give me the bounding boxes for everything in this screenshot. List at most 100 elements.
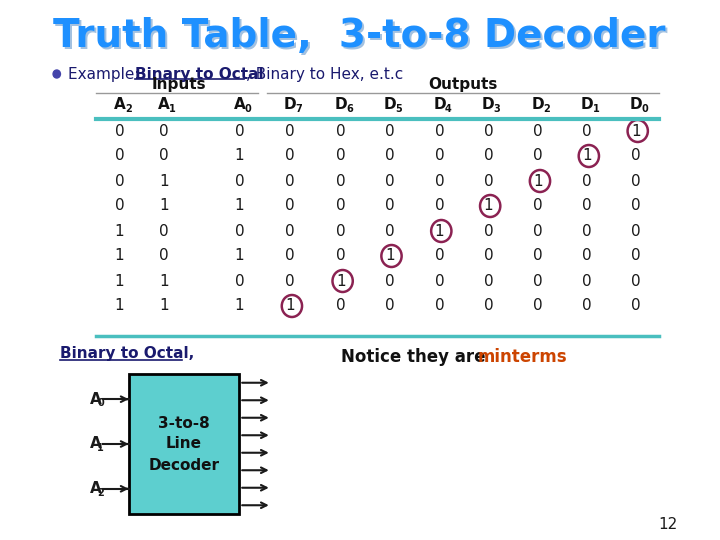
Text: A: A xyxy=(90,481,102,496)
Text: 0: 0 xyxy=(534,248,543,264)
Text: 0: 0 xyxy=(582,199,592,213)
Text: 1: 1 xyxy=(582,148,592,164)
Text: 1: 1 xyxy=(114,248,125,264)
Text: 3-to-8
Line
Decoder: 3-to-8 Line Decoder xyxy=(148,415,220,472)
Text: 3: 3 xyxy=(494,104,500,114)
Text: 0: 0 xyxy=(285,224,295,239)
Text: 0: 0 xyxy=(435,173,444,188)
Text: 0: 0 xyxy=(285,273,295,288)
Text: 12: 12 xyxy=(658,517,678,532)
Text: 0: 0 xyxy=(534,299,543,314)
Text: 0: 0 xyxy=(336,173,346,188)
Text: 0: 0 xyxy=(385,173,395,188)
Text: 0: 0 xyxy=(631,148,641,164)
Text: 0: 0 xyxy=(435,273,444,288)
Text: 1: 1 xyxy=(285,299,295,314)
Text: 0: 0 xyxy=(484,273,493,288)
Text: 7: 7 xyxy=(296,104,302,114)
Text: 1: 1 xyxy=(159,299,168,314)
Text: A: A xyxy=(90,392,102,407)
Text: 0: 0 xyxy=(435,124,444,138)
Text: 1: 1 xyxy=(114,299,125,314)
FancyBboxPatch shape xyxy=(129,374,239,514)
Text: 0: 0 xyxy=(159,124,168,138)
Text: 0: 0 xyxy=(631,273,641,288)
Text: 0: 0 xyxy=(285,199,295,213)
Text: 6: 6 xyxy=(346,104,353,114)
Text: 0: 0 xyxy=(385,148,395,164)
Text: 0: 0 xyxy=(285,124,295,138)
Text: 1: 1 xyxy=(169,104,176,114)
Text: 0: 0 xyxy=(484,173,493,188)
Text: D: D xyxy=(482,97,495,112)
Text: 0: 0 xyxy=(336,299,346,314)
Text: 1: 1 xyxy=(435,224,444,239)
Text: 0: 0 xyxy=(484,148,493,164)
Text: 1: 1 xyxy=(235,299,244,314)
Text: 0: 0 xyxy=(235,173,244,188)
Text: 0: 0 xyxy=(336,224,346,239)
Text: 0: 0 xyxy=(534,124,543,138)
Text: D: D xyxy=(383,97,396,112)
Text: 0: 0 xyxy=(631,173,641,188)
Text: 0: 0 xyxy=(245,104,251,114)
Text: 1: 1 xyxy=(159,199,168,213)
Text: 0: 0 xyxy=(582,299,592,314)
Text: 0: 0 xyxy=(385,273,395,288)
Text: 0: 0 xyxy=(114,199,125,213)
Text: 0: 0 xyxy=(484,224,493,239)
Text: 0: 0 xyxy=(435,248,444,264)
Text: 0: 0 xyxy=(235,124,244,138)
Text: 5: 5 xyxy=(395,104,402,114)
Text: 1: 1 xyxy=(336,273,346,288)
Text: 0: 0 xyxy=(631,299,641,314)
Text: D: D xyxy=(284,97,297,112)
Text: 0: 0 xyxy=(582,124,592,138)
Text: 0: 0 xyxy=(385,199,395,213)
Text: 0: 0 xyxy=(235,224,244,239)
Text: Inputs: Inputs xyxy=(152,77,207,92)
Text: 1: 1 xyxy=(159,173,168,188)
Text: D: D xyxy=(581,97,593,112)
Text: 0: 0 xyxy=(336,148,346,164)
Text: 0: 0 xyxy=(534,224,543,239)
Text: 1: 1 xyxy=(114,273,125,288)
Text: A: A xyxy=(114,97,125,112)
Text: 2: 2 xyxy=(544,104,550,114)
Text: 0: 0 xyxy=(336,248,346,264)
Text: 0: 0 xyxy=(631,224,641,239)
Text: 0: 0 xyxy=(285,248,295,264)
Text: 1: 1 xyxy=(484,199,493,213)
Text: 0: 0 xyxy=(114,148,125,164)
Text: 0: 0 xyxy=(114,124,125,138)
Text: 0: 0 xyxy=(582,173,592,188)
Text: Truth Table,  3-to-8 Decoder: Truth Table, 3-to-8 Decoder xyxy=(55,19,667,57)
Text: 1: 1 xyxy=(114,224,125,239)
Text: 1: 1 xyxy=(593,104,599,114)
Text: 0: 0 xyxy=(336,199,346,213)
Text: , Binary to Hex, e.t.c: , Binary to Hex, e.t.c xyxy=(246,66,403,82)
Text: A: A xyxy=(90,436,102,451)
Text: 0: 0 xyxy=(285,173,295,188)
Text: 0: 0 xyxy=(534,148,543,164)
Text: 0: 0 xyxy=(631,199,641,213)
Text: 1: 1 xyxy=(631,124,641,138)
Text: 0: 0 xyxy=(385,124,395,138)
Text: 0: 0 xyxy=(159,224,168,239)
Text: 0: 0 xyxy=(642,104,648,114)
Text: Binary to Octal,: Binary to Octal, xyxy=(60,346,194,361)
Text: 0: 0 xyxy=(582,273,592,288)
Text: 0: 0 xyxy=(435,199,444,213)
Text: 0: 0 xyxy=(484,124,493,138)
Text: 1: 1 xyxy=(534,173,543,188)
Text: D: D xyxy=(433,97,446,112)
Text: D: D xyxy=(532,97,544,112)
Text: A: A xyxy=(233,97,246,112)
Text: 0: 0 xyxy=(235,273,244,288)
Text: 0: 0 xyxy=(285,148,295,164)
Text: 0: 0 xyxy=(484,248,493,264)
Text: 0: 0 xyxy=(484,299,493,314)
Text: minterms: minterms xyxy=(477,348,567,366)
Text: Truth Table,  3-to-8 Decoder: Truth Table, 3-to-8 Decoder xyxy=(53,17,665,55)
Text: 0: 0 xyxy=(435,148,444,164)
